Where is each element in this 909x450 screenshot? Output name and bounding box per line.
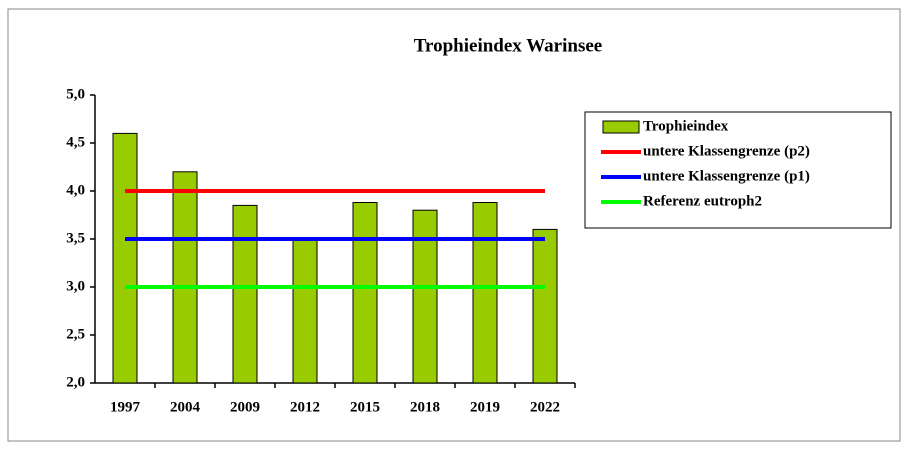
legend-label: Trophieindex <box>643 118 729 134</box>
x-tick-label: 2009 <box>230 399 260 415</box>
legend-swatch <box>602 120 640 134</box>
x-tick-label: 2004 <box>170 399 201 415</box>
x-tick-label: 2018 <box>410 399 440 415</box>
y-tick-label: 4,5 <box>66 134 85 150</box>
legend-label: untere Klassengrenze (p2) <box>643 143 810 159</box>
y-tick-label: 2,0 <box>66 374 85 390</box>
bar <box>292 238 318 384</box>
y-tick-label: 2,5 <box>66 326 85 342</box>
x-tick-label: 2019 <box>470 399 500 415</box>
x-tick-label: 2012 <box>290 399 320 415</box>
bar <box>232 204 258 384</box>
bar <box>112 132 138 384</box>
x-tick-label: 2022 <box>530 399 560 415</box>
y-tick-label: 5,0 <box>66 86 85 102</box>
bar <box>412 209 438 384</box>
chart-title: Trophieindex Warinsee <box>414 35 602 56</box>
x-tick-label: 1997 <box>110 399 141 415</box>
bar <box>472 202 498 384</box>
y-tick-label: 3,5 <box>66 230 85 246</box>
legend-label: Referenz eutroph2 <box>643 193 762 209</box>
bar <box>172 171 198 384</box>
y-tick-label: 3,0 <box>66 278 85 294</box>
bar <box>532 228 558 384</box>
y-tick-label: 4,0 <box>66 182 85 198</box>
legend-label: untere Klassengrenze (p1) <box>643 168 810 184</box>
bar <box>352 202 378 384</box>
x-tick-label: 2015 <box>350 399 380 415</box>
